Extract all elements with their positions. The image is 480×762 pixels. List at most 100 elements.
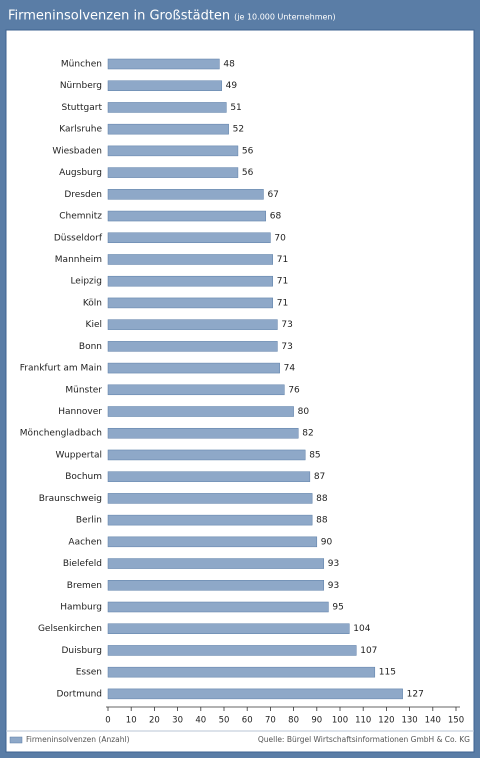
source-note: Quelle: Bürgel Wirtschaftsinformationen …	[258, 735, 470, 744]
value-label: 85	[309, 450, 320, 460]
y-tick-label: Bielefeld	[63, 559, 102, 569]
value-label: 51	[230, 103, 241, 113]
bar	[107, 167, 239, 178]
value-label: 93	[328, 559, 339, 569]
x-tick-label: 150	[448, 716, 464, 726]
bar	[107, 123, 229, 135]
x-tick-label: 20	[149, 716, 160, 726]
bar	[107, 145, 239, 157]
bar	[107, 80, 222, 91]
value-label: 71	[277, 298, 288, 308]
bar	[107, 362, 280, 374]
value-label: 71	[277, 255, 288, 265]
value-label: 82	[302, 429, 313, 439]
bar	[107, 210, 267, 222]
y-tick-label: Düsseldorf	[54, 233, 103, 243]
value-label: 52	[233, 125, 244, 135]
bar	[107, 232, 271, 244]
value-label: 71	[277, 277, 288, 287]
x-tick-label: 50	[219, 716, 230, 726]
bar	[107, 102, 227, 113]
bar	[107, 580, 325, 591]
y-tick-label: Chemnitz	[59, 212, 102, 222]
bar	[107, 536, 318, 548]
y-tick-label: Nürnberg	[60, 81, 102, 91]
bar	[107, 319, 278, 330]
y-tick-label: Berlin	[76, 516, 102, 526]
bar	[107, 601, 329, 613]
x-tick-label: 100	[332, 716, 348, 726]
value-label: 88	[316, 516, 328, 526]
x-tick-label: 70	[265, 716, 276, 726]
bar	[107, 493, 313, 504]
y-tick-label: Mönchengladbach	[20, 429, 102, 439]
x-tick-label: 80	[288, 716, 299, 726]
x-tick-label: 30	[172, 716, 183, 726]
x-tick-label: 0	[105, 716, 110, 726]
value-label: 115	[379, 668, 396, 678]
value-label: 48	[223, 60, 235, 70]
y-tick-label: Münster	[65, 385, 102, 395]
bar	[107, 254, 273, 265]
y-tick-label: Dresden	[64, 190, 102, 200]
bar	[107, 384, 285, 396]
x-tick-label: 120	[378, 716, 394, 726]
bar	[107, 688, 403, 700]
value-label: 74	[284, 364, 296, 374]
value-label: 107	[360, 646, 377, 656]
bar	[107, 558, 325, 569]
y-tick-label: Essen	[76, 668, 102, 678]
value-label: 76	[288, 385, 300, 395]
y-tick-label: Augsburg	[59, 168, 102, 178]
bar	[107, 471, 311, 482]
value-label: 87	[314, 472, 325, 482]
y-tick-label: Bonn	[79, 342, 102, 352]
value-label: 95	[332, 603, 343, 613]
value-label: 90	[321, 537, 333, 547]
bar	[107, 666, 376, 678]
y-tick-label: Köln	[83, 298, 102, 308]
bar	[107, 406, 294, 417]
bar	[107, 58, 220, 70]
bar	[107, 427, 299, 439]
x-tick-label: 40	[195, 716, 206, 726]
bar	[107, 645, 357, 656]
x-tick-label: 140	[425, 716, 441, 726]
x-tick-label: 60	[242, 716, 253, 726]
y-tick-label: Duisburg	[62, 646, 103, 656]
value-label: 67	[267, 190, 278, 200]
y-tick-label: Stuttgart	[62, 103, 103, 113]
bar	[107, 514, 313, 526]
y-tick-label: Bremen	[67, 581, 102, 591]
y-tick-label: Wuppertal	[56, 450, 103, 460]
bar	[107, 275, 273, 287]
chart-subtitle: (je 10.000 Unternehmen)	[234, 13, 335, 22]
y-tick-label: Bochum	[65, 472, 102, 482]
y-tick-label: Leipzig	[70, 277, 102, 287]
bar	[107, 341, 278, 352]
value-label: 49	[226, 81, 238, 91]
y-tick-label: Frankfurt am Main	[20, 364, 102, 374]
x-tick-label: 110	[355, 716, 371, 726]
x-tick-label: 130	[401, 716, 417, 726]
value-label: 73	[281, 342, 292, 352]
value-label: 93	[328, 581, 339, 591]
y-tick-label: Wiesbaden	[52, 146, 102, 156]
bar	[107, 189, 264, 200]
y-tick-label: München	[61, 60, 102, 70]
value-label: 104	[353, 624, 370, 634]
y-tick-label: Karlsruhe	[59, 125, 102, 135]
value-label: 88	[316, 494, 328, 504]
value-label: 127	[407, 689, 424, 699]
y-tick-label: Hamburg	[60, 603, 102, 613]
value-label: 70	[274, 233, 286, 243]
bar	[107, 623, 350, 634]
y-tick-label: Braunschweig	[39, 494, 102, 504]
y-tick-label: Dortmund	[56, 689, 102, 699]
legend-label: Firmeninsolvenzen (Anzahl)	[26, 735, 130, 744]
bar	[107, 449, 306, 461]
chart-title: Firmeninsolvenzen in Großstädten	[8, 9, 230, 24]
x-tick-label: 90	[311, 716, 322, 726]
value-label: 56	[242, 146, 254, 156]
